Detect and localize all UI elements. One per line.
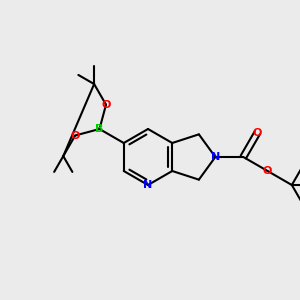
Text: O: O	[253, 128, 262, 138]
Text: B: B	[95, 124, 104, 134]
Text: O: O	[101, 100, 111, 110]
Text: O: O	[70, 130, 80, 140]
Text: N: N	[143, 180, 153, 190]
Text: N: N	[211, 152, 220, 162]
Text: O: O	[263, 166, 272, 176]
